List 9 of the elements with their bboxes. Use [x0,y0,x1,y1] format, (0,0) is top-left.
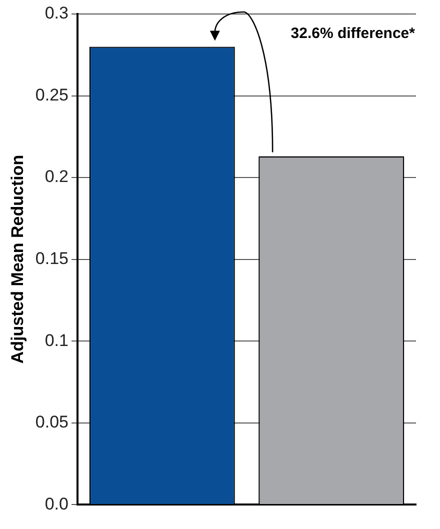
y-tick-label: 0.0 [44,494,68,514]
y-tick-label: 0.2 [44,167,68,186]
annotation: 32.6% difference* [290,25,416,42]
y-tick-label: 0.3 [44,4,68,23]
y-tick-label: 0.1 [44,330,68,350]
y-axis-title: Adjusted Mean Reduction [8,154,27,364]
y-tick-label: 0.15 [35,248,68,268]
y-tick-label: 0.05 [35,412,68,432]
y-tick-label: 0.25 [35,85,68,104]
